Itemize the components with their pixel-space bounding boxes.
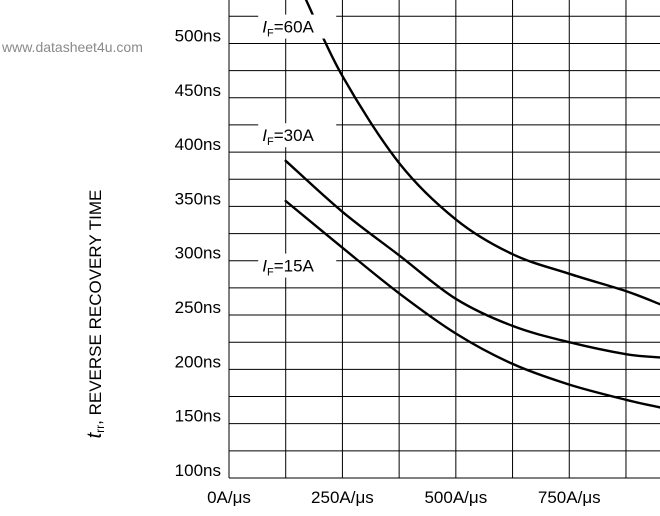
- series-line-30A: [284, 159, 660, 359]
- curve-label-background: [258, 253, 337, 278]
- curve-label-30A: IF=30A: [262, 126, 314, 148]
- series-group: [284, 0, 660, 409]
- y-axis-label-subscript: rr: [93, 425, 107, 433]
- x-tick-label: 750A/μs: [538, 488, 601, 507]
- y-tick-label: 250ns: [175, 298, 221, 317]
- y-axis-label: trr, REVERSE RECOVERY TIME: [84, 190, 107, 439]
- y-tick-label: 500ns: [175, 26, 221, 45]
- curve-label-background: [258, 14, 337, 39]
- y-tick-label: 400ns: [175, 135, 221, 154]
- x-tick-label: 500A/μs: [424, 488, 487, 507]
- x-tick-labels: 0A/μs 250A/μs 500A/μs 750A/μs: [207, 488, 601, 507]
- series-line-60A: [304, 0, 660, 306]
- y-axis-label-text: , REVERSE RECOVERY TIME: [86, 190, 105, 425]
- series-line-15A: [284, 199, 660, 409]
- y-tick-labels: 100ns 150ns 200ns 250ns 300ns 350ns 400ns 450ns…: [175, 26, 221, 480]
- grid: [228, 0, 660, 479]
- y-tick-label: 200ns: [175, 352, 221, 371]
- watermark: www.datasheet4u.com: [1, 39, 143, 55]
- x-tick-label: 250A/μs: [311, 488, 374, 507]
- y-tick-label: 100ns: [175, 461, 221, 480]
- y-tick-label: 300ns: [175, 244, 221, 263]
- y-tick-label: 150ns: [175, 407, 221, 426]
- y-tick-label: 450ns: [175, 81, 221, 100]
- curve-label-background: [258, 123, 337, 148]
- curve-label-60A: IF=60A: [262, 18, 314, 40]
- curve-label-15A: IF=15A: [262, 257, 314, 279]
- curve-label-group: IF=60A IF=30A IF=15A: [258, 14, 337, 279]
- y-axis-label-symbol: t: [84, 431, 106, 438]
- x-tick-label: 0A/μs: [207, 488, 251, 507]
- y-tick-label: 350ns: [175, 189, 221, 208]
